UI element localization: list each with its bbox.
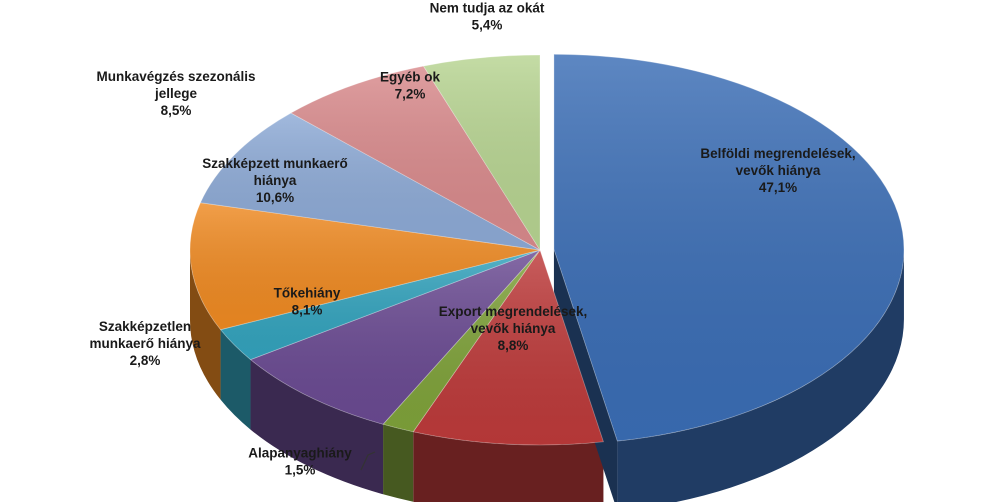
- slice-label-2: Alapanyaghiány 1,5%: [248, 446, 352, 478]
- pie-side-4: [220, 329, 251, 430]
- pie-slice-shade-1: [413, 250, 604, 445]
- slice-label-line-3: Tőkehiány: [274, 286, 341, 301]
- slice-label-line-8: Nem tudja az okát: [430, 1, 545, 16]
- pie-slice-shade-3: [250, 250, 541, 425]
- pie-slice-shade-5: [189, 202, 540, 330]
- pie-side-1: [413, 431, 604, 502]
- pie-slice-shade-6: [200, 112, 540, 251]
- slice-label-5: Szakképzett munkaerő hiánya 10,6%: [202, 156, 348, 205]
- slice-value-7: 7,2%: [395, 87, 426, 102]
- slice-label-line-7: Egyéb ok: [380, 70, 441, 85]
- pie-side-5: [190, 250, 221, 400]
- slice-value-2: 1,5%: [285, 463, 316, 478]
- slice-label-line-1: vevők hiánya: [471, 321, 556, 336]
- slice-value-1: 8,8%: [498, 338, 529, 353]
- pie-slice-shade-2: [383, 250, 540, 432]
- pie-tops: [189, 53, 905, 446]
- leader-line-alapanyaghiany: [360, 451, 376, 471]
- slice-value-6: 8,5%: [161, 103, 192, 118]
- pie-side-3: [250, 359, 384, 495]
- pie-slice-shade-4: [220, 250, 541, 360]
- slice-label-7: Egyéb ok 7,2%: [380, 70, 441, 102]
- slice-label-line-2: Alapanyaghiány: [248, 446, 352, 461]
- slice-label-line-4: munkaerő hiánya: [89, 336, 201, 351]
- slice-label-4: Szakképzetlen munkaerő hiánya 2,8%: [89, 319, 201, 368]
- slice-value-0: 47,1%: [759, 180, 797, 195]
- slice-value-8: 5,4%: [472, 18, 503, 33]
- pie-labels: Belföldi megrendelések, vevők hiánya 47,1%…: [89, 1, 855, 478]
- slice-label-line-6: jellege: [154, 86, 198, 101]
- slice-label-line-0: Belföldi megrendelések,: [700, 146, 855, 161]
- slice-value-4: 2,8%: [130, 353, 161, 368]
- slice-label-6: Munkavégzés szezonális jellege 8,5%: [96, 69, 255, 118]
- slice-label-line-0: vevők hiánya: [736, 163, 821, 178]
- slice-label-line-5: hiánya: [254, 173, 297, 188]
- pie-slice-shade-0: [553, 54, 904, 442]
- pie-side-2: [383, 424, 414, 502]
- slice-label-line-1: Export megrendelések,: [439, 304, 588, 319]
- pie-slice-shade-8: [423, 55, 540, 250]
- slice-label-0: Belföldi megrendelések, vevők hiánya 47,1%: [700, 146, 855, 195]
- slice-label-line-4: Szakképzetlen: [99, 319, 191, 334]
- pie-slice-shade-7: [290, 66, 540, 250]
- slice-label-3: Tőkehiány 8,1%: [274, 286, 341, 318]
- slice-value-3: 8,1%: [292, 303, 323, 318]
- slice-label-line-5: Szakképzett munkaerő: [202, 156, 348, 171]
- slice-label-1: Export megrendelések, vevők hiánya 8,8%: [439, 304, 588, 353]
- slice-value-5: 10,6%: [256, 190, 294, 205]
- pie-side-0: [617, 249, 904, 502]
- slice-label-8: Nem tudja az okát 5,4%: [430, 1, 545, 33]
- slice-label-line-6: Munkavégzés szezonális: [96, 69, 255, 84]
